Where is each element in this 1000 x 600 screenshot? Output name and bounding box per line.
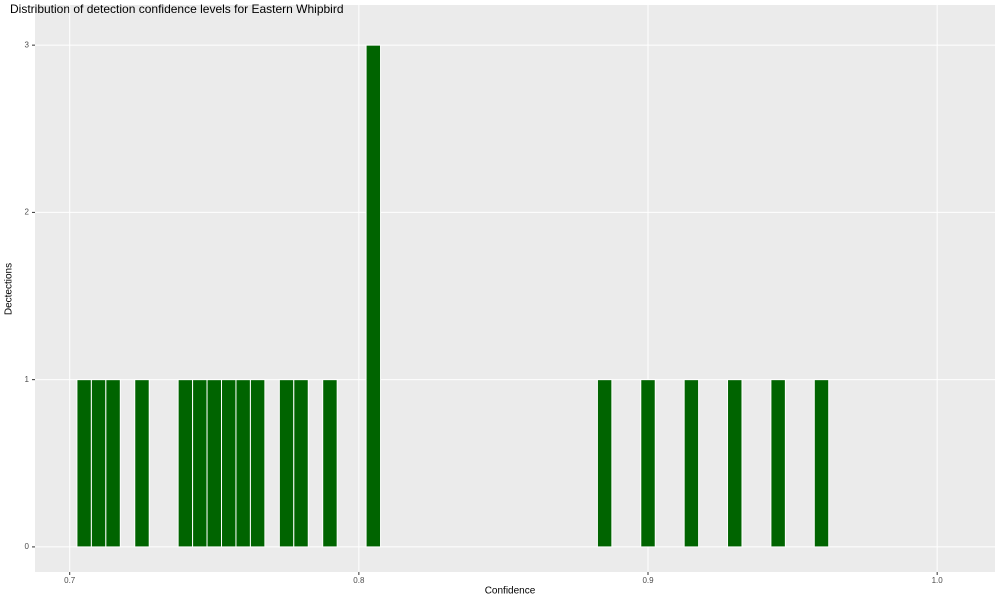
y-tick-label: 0 [25,542,30,551]
bar [206,379,223,548]
bar [249,379,266,548]
bar [640,379,656,548]
bar [813,379,830,548]
bar [322,379,338,548]
x-tick-label: 0.9 [642,576,654,585]
y-tick-label: 2 [25,208,30,217]
bar [683,379,700,548]
bar [365,44,382,548]
x-tick-label: 0.7 [64,576,76,585]
y-tick-label: 1 [25,375,30,384]
bar [596,379,613,548]
bar [177,379,194,548]
y-axis-label: Dectections [4,263,15,315]
chart-title: Distribution of detection confidence lev… [10,2,344,16]
bar [221,379,237,548]
bar [105,379,121,548]
x-tick-label: 1.0 [932,576,944,585]
bar [134,379,150,548]
bar [770,379,786,548]
bar [76,379,92,548]
bar [278,379,295,548]
bar [90,379,107,548]
x-axis-label: Confidence [485,586,536,597]
y-tick-label: 3 [25,40,30,49]
bar [727,379,743,548]
bar [235,379,251,548]
bar [192,379,208,548]
x-tick-label: 0.8 [353,576,365,585]
bar [293,379,309,548]
